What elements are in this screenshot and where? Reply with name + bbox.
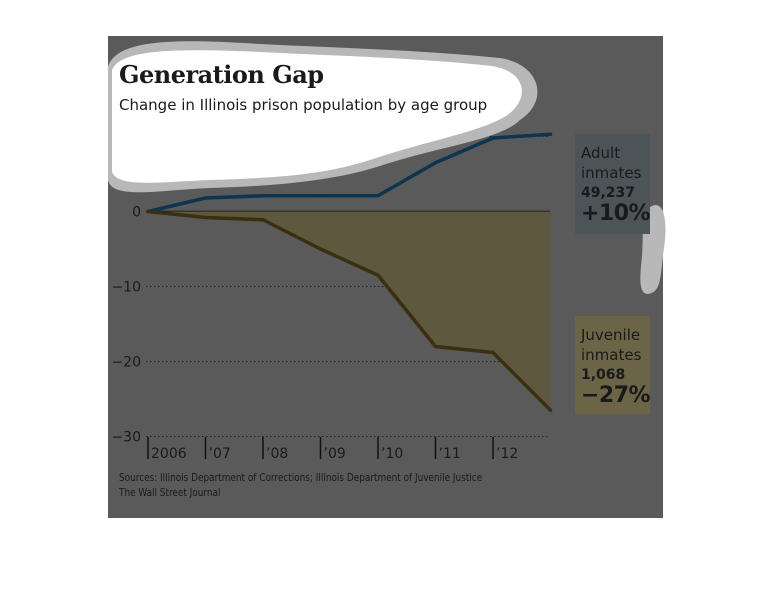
- data-point-adult-4: [376, 194, 380, 198]
- adult-callout-label: Adult inmates: [581, 144, 642, 182]
- data-point-juvenile-1: [204, 216, 207, 219]
- y-tick-label-3: −20: [111, 355, 141, 371]
- x-tick-label-2: ’08: [266, 446, 288, 462]
- chart-title: Generation Gap: [119, 60, 324, 89]
- data-point-adult-1: [204, 196, 207, 200]
- line-layer: [146, 132, 553, 412]
- credit-note: The Wall Street Journal: [119, 486, 221, 499]
- data-point-juvenile-3: [319, 247, 322, 251]
- data-point-juvenile-6: [491, 351, 495, 354]
- juvenile-area-fill: [148, 211, 551, 411]
- axis-layer: [147, 437, 494, 459]
- data-point-adult-6: [491, 136, 495, 140]
- series-line-juvenile: [146, 209, 553, 412]
- series-line-adult: [146, 132, 553, 214]
- x-tick-label-4: ’10: [381, 446, 403, 462]
- x-tick-label-6: ’12: [496, 446, 518, 462]
- source-note: Sources: Illinois Department of Correcti…: [119, 471, 483, 484]
- x-tick-label-1: ’07: [209, 446, 231, 462]
- data-point-juvenile-2: [261, 218, 265, 222]
- x-tick-label-3: ’09: [324, 446, 346, 462]
- data-point-juvenile-4: [376, 273, 380, 277]
- data-point-juvenile-7: [549, 408, 552, 412]
- juvenile-callout-label: Juvenile inmates: [581, 326, 642, 364]
- data-point-juvenile-0: [146, 210, 150, 213]
- data-point-adult-2: [261, 194, 265, 198]
- y-tick-label-4: −30: [111, 430, 141, 446]
- adult-callout-change: +10%: [581, 201, 651, 226]
- juvenile-callout-count: 1,068: [581, 367, 626, 383]
- x-tick-label-0: 2006: [151, 446, 187, 462]
- juvenile-callout: Juvenile inmates 1,068 −27%: [575, 316, 651, 414]
- juvenile-callout-change: −27%: [581, 383, 651, 408]
- data-point-adult-7: [549, 132, 552, 136]
- x-tick-label-5: ’11: [439, 446, 461, 462]
- adult-callout: Adult inmates 49,237 +10%: [575, 134, 651, 234]
- y-tick-label-2: −10: [111, 280, 141, 296]
- data-point-adult-5: [434, 161, 437, 165]
- fill-layer: [148, 211, 551, 411]
- adult-callout-count: 49,237: [581, 185, 636, 201]
- chart-subtitle: Change in Illinois prison population by …: [119, 96, 488, 114]
- data-point-adult-3: [319, 194, 322, 198]
- data-point-juvenile-5: [434, 345, 437, 348]
- y-tick-label-1: 0: [132, 205, 141, 221]
